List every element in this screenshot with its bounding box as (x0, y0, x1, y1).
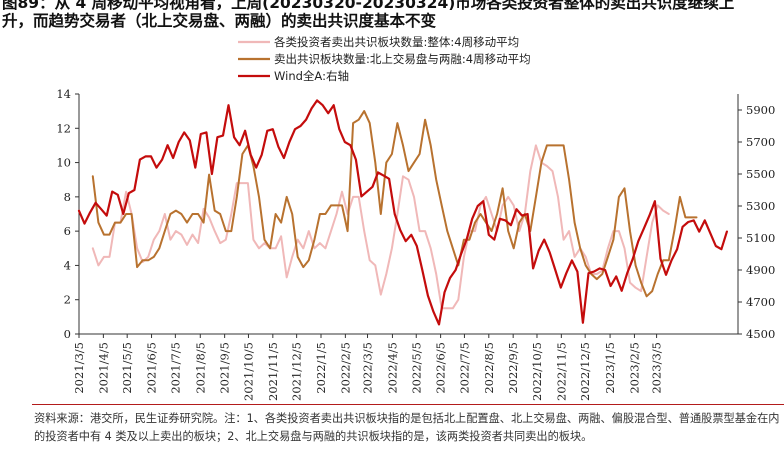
right-axis-tick-label: 5500 (746, 167, 775, 181)
left-axis-tick-label: 4 (64, 258, 71, 272)
left-axis-tick-label: 14 (56, 87, 71, 101)
series-line-2 (91, 110, 698, 298)
x-axis-tick-label: 2021/4/5 (96, 342, 110, 394)
chart-title-line-2: 升，而趋势交易者（北上交易盘、两融）的卖出共识度基本不变 (2, 12, 437, 30)
x-axis-tick-label: 2021/10/5 (241, 342, 255, 401)
legend-label-3: Wind全A:右轴 (274, 69, 349, 83)
x-axis-tick-label: 2021/3/5 (72, 342, 86, 394)
chart-series-layer (77, 99, 729, 326)
right-axis-tick-label: 5700 (746, 135, 775, 149)
x-axis-tick-label: 2022/8/5 (482, 342, 496, 394)
x-axis-tick-label: 2022/7/5 (457, 342, 471, 394)
x-axis-tick-label: 2021/8/5 (193, 342, 207, 394)
chart-axes: 0 2 4 6 8 10 12 14 4500 4700 4900 5100 5300 5500 5700 5… (56, 87, 775, 401)
x-axis-tick-label: 2022/5/5 (409, 342, 423, 394)
chart-area: 0 2 4 6 8 10 12 14 4500 4700 4900 5100 5300 5500 5700 5… (56, 35, 775, 401)
x-axis-tick-label: 2021/7/5 (168, 342, 182, 394)
x-axis-tick-label: 2021/12/5 (290, 342, 304, 401)
x-axis-tick-label: 2022/1/5 (314, 342, 328, 394)
series-line-1 (91, 144, 670, 310)
right-axis-tick-label: 5900 (746, 103, 775, 117)
footer-divider (32, 404, 784, 405)
x-axis-tick-label: 2022/9/5 (506, 342, 520, 394)
left-axis-tick-label: 12 (56, 121, 71, 135)
x-axis-tick-label: 2023/1/5 (603, 342, 617, 394)
x-axis-tick-label: 2021/6/5 (145, 342, 159, 394)
legend-label-2: 卖出共识板块数量:北上交易盘与两融:4周移动平均 (274, 52, 531, 66)
right-axis-tick-label: 4700 (746, 295, 775, 309)
left-axis-tick-label: 8 (64, 190, 71, 204)
x-axis-tick-label: 2022/11/5 (554, 342, 568, 401)
left-axis-tick-label: 10 (56, 156, 71, 170)
series-line-3 (77, 99, 729, 326)
x-axis-tick-label: 2022/3/5 (361, 342, 375, 394)
right-axis-tick-label: 4900 (746, 263, 775, 277)
left-axis-tick-label: 6 (64, 224, 71, 238)
x-axis-tick-label: 2022/4/5 (385, 342, 399, 394)
x-axis-tick-label: 2023/2/5 (627, 342, 641, 394)
chart-legend: 各类投资者卖出共识板块数量:整体:4周移动平均卖出共识板块数量:北上交易盘与两融… (238, 35, 531, 83)
x-axis-tick-label: 2022/10/5 (530, 342, 544, 401)
legend-label-1: 各类投资者卖出共识板块数量:整体:4周移动平均 (274, 35, 519, 49)
right-axis-tick-label: 5300 (746, 199, 775, 213)
chart-title-line-1: 图89：从 4 周移动平均视角看，上周(20230320-20230324)市场… (2, 0, 735, 12)
right-axis-tick-label: 5100 (746, 231, 775, 245)
source-note: 资料来源：港交所，民生证券研究院。注：1、各类投资者卖出共识板块指的是包括北上配… (34, 412, 780, 443)
x-axis-tick-label: 2022/2/5 (338, 342, 352, 394)
x-axis-tick-label: 2023/3/5 (650, 342, 664, 394)
left-axis-tick-label: 0 (64, 327, 71, 341)
x-axis-tick-label: 2021/11/5 (266, 342, 280, 401)
x-axis-tick-label: 2021/9/5 (218, 342, 232, 394)
left-axis-tick-label: 2 (64, 293, 71, 307)
right-axis-tick-label: 4500 (746, 327, 775, 341)
x-axis-tick-label: 2022/12/5 (578, 342, 592, 401)
x-axis-tick-label: 2021/5/5 (120, 342, 134, 394)
x-axis-tick-label: 2022/6/5 (434, 342, 448, 394)
